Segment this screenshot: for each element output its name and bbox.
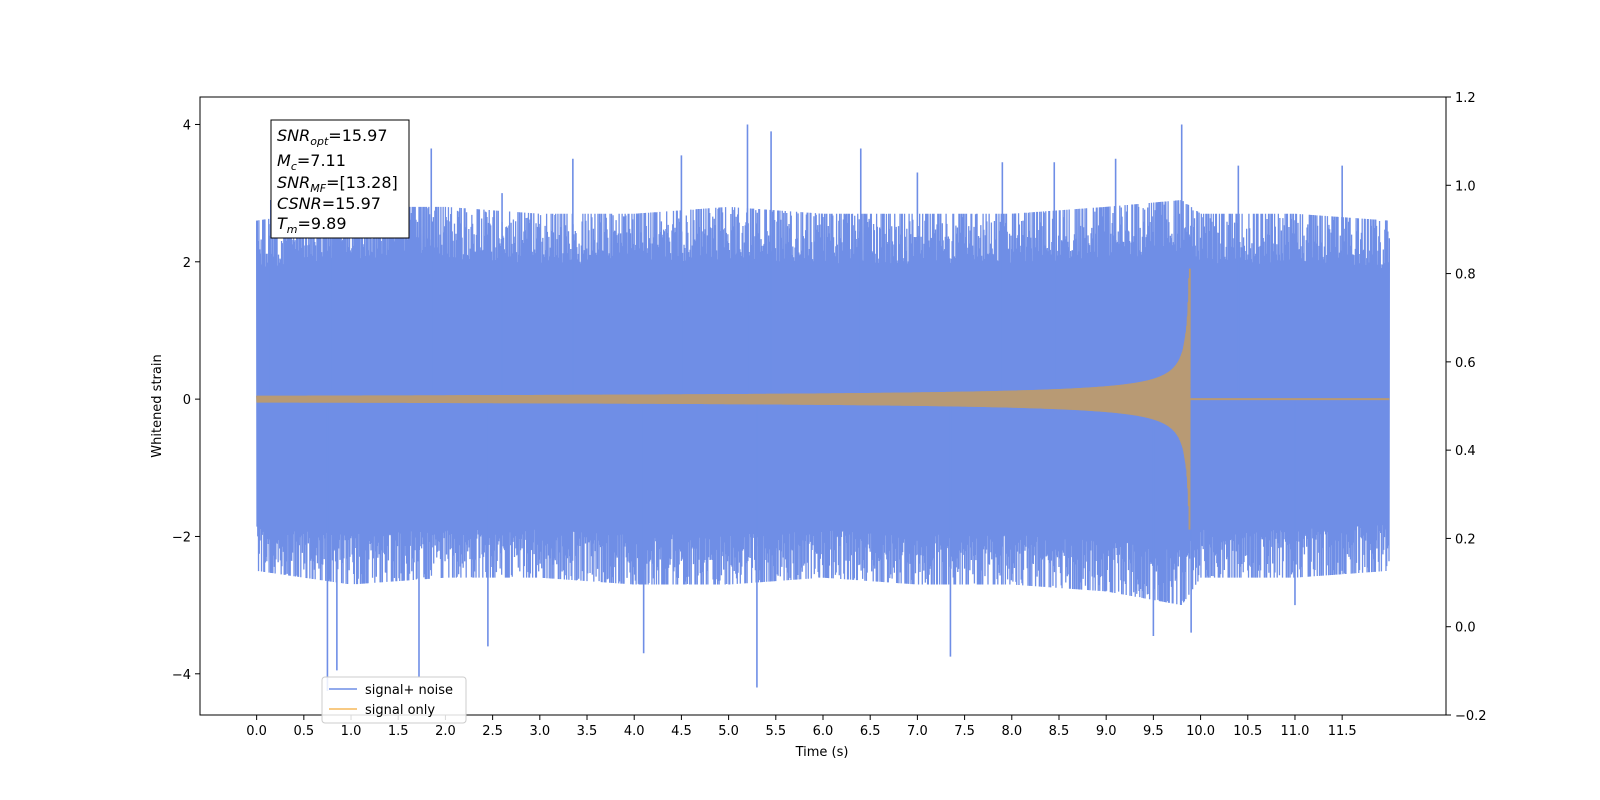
stats-annotation-box: SNRopt=15.97 Mc=7.11SNRMF=[13.28]CSNR=15.… bbox=[270, 119, 410, 239]
legend-frame bbox=[321, 676, 467, 724]
x-tick-label: 2.5 bbox=[482, 724, 503, 739]
x-tick-label: 4.5 bbox=[671, 724, 692, 739]
legend: signal+ noise signal only bbox=[321, 676, 467, 724]
noise-series-layer bbox=[255, 124, 1391, 691]
x-tick-label: 4.0 bbox=[624, 724, 645, 739]
x-tick-label: 5.5 bbox=[765, 724, 786, 739]
legend-label-noise: signal+ noise bbox=[365, 683, 453, 698]
x-tick-label: 1.5 bbox=[388, 724, 409, 739]
y2-tick-label: 0.6 bbox=[1455, 356, 1476, 371]
x-tick-label: 10.5 bbox=[1233, 724, 1262, 739]
x-axis-label: Time (s) bbox=[795, 745, 849, 760]
x-tick-label: 11.0 bbox=[1280, 724, 1309, 739]
annotation-line: SNRMF=[13.28] bbox=[277, 173, 398, 195]
x-tick-label: 7.0 bbox=[907, 724, 928, 739]
annotation-line: SNRopt=15.97 bbox=[277, 126, 388, 148]
x-tick-label: 3.0 bbox=[529, 724, 550, 739]
annotation-frame bbox=[270, 119, 410, 239]
noise-trace bbox=[255, 200, 1391, 606]
y-tick-label: 0 bbox=[183, 393, 191, 408]
x-tick-label: 2.0 bbox=[435, 724, 456, 739]
x-tick-label: 6.5 bbox=[860, 724, 881, 739]
y-tick-label: −4 bbox=[172, 668, 191, 683]
x-tick-label: 1.0 bbox=[341, 724, 362, 739]
y-tick-label: 2 bbox=[183, 256, 191, 271]
x-tick-label: 11.5 bbox=[1328, 724, 1357, 739]
y-axis: −4 −2 0 2 4 bbox=[172, 118, 200, 683]
y2-tick-label: 1.0 bbox=[1455, 179, 1476, 194]
legend-label-signal: signal only bbox=[365, 703, 435, 718]
y-tick-label: 4 bbox=[183, 118, 191, 133]
y-tick-label: −2 bbox=[172, 530, 191, 545]
x-tick-label: 6.0 bbox=[813, 724, 834, 739]
x-tick-label: 9.0 bbox=[1096, 724, 1117, 739]
y2-tick-label: −0.2 bbox=[1455, 709, 1487, 724]
x-tick-label: 0.0 bbox=[246, 724, 267, 739]
x-tick-label: 9.5 bbox=[1143, 724, 1164, 739]
signal-series-layer bbox=[256, 268, 1390, 530]
x-tick-label: 3.5 bbox=[577, 724, 598, 739]
annotation-line: CSNR=15.97 bbox=[277, 194, 381, 213]
y2-tick-label: 0.8 bbox=[1455, 268, 1476, 283]
signal-envelope-fill bbox=[445, 268, 1191, 530]
y2-tick-label: 1.2 bbox=[1455, 91, 1476, 106]
x-tick-label: 5.0 bbox=[718, 724, 739, 739]
x-tick-label: 8.5 bbox=[1049, 724, 1070, 739]
annotation-line: Tm=9.89 bbox=[277, 214, 347, 236]
y2-tick-label: 0.4 bbox=[1455, 444, 1476, 459]
y2-tick-label: 0.2 bbox=[1455, 532, 1476, 547]
x-tick-label: 7.5 bbox=[954, 724, 975, 739]
x-tick-label: 8.0 bbox=[1001, 724, 1022, 739]
x-axis: 0.0 0.5 1.0 1.5 2.0 2.5 3.0 3.5 4.0 4.5 5.0 5.5 6.0 6… bbox=[246, 715, 1357, 739]
x-tick-label: 0.5 bbox=[293, 724, 314, 739]
y2-axis: −0.2 0.0 0.2 0.4 0.6 0.8 1.0 1.2 bbox=[1446, 91, 1487, 724]
y2-tick-label: 0.0 bbox=[1455, 621, 1476, 636]
annotation-line: Mc=7.11 bbox=[277, 151, 346, 173]
x-tick-label: 10.0 bbox=[1186, 724, 1215, 739]
y-axis-label: Whitened strain bbox=[150, 354, 165, 457]
